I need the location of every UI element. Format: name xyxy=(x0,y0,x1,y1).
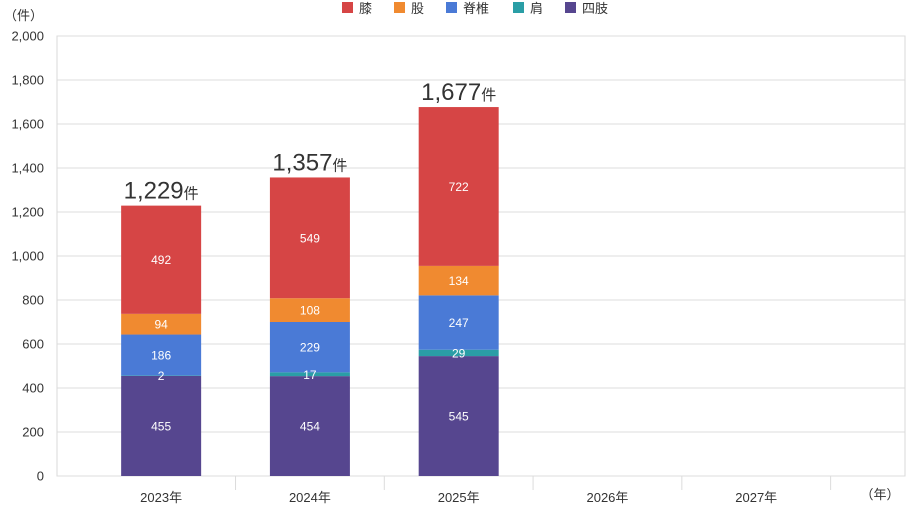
data-label: 2 xyxy=(158,369,165,383)
x-tick-label: 2025年 xyxy=(438,490,480,505)
data-label: 455 xyxy=(151,419,171,433)
axes: 0 200 400 600 800 1,000 1,200 1,400 1,600 1,800 2,… xyxy=(4,8,900,505)
total-unit: 件 xyxy=(332,156,347,174)
data-labels: 4552186944921,229件454172291085491,357件54… xyxy=(124,79,497,434)
bar-segment xyxy=(418,349,499,357)
bar-segment xyxy=(418,265,499,296)
legend-label: 四肢 xyxy=(582,1,608,17)
y-axis-unit: （件） xyxy=(4,8,43,23)
data-label: 492 xyxy=(151,253,171,267)
data-label: 186 xyxy=(151,349,171,363)
bar-segment xyxy=(121,334,202,376)
total-label: 1,229件 xyxy=(124,178,199,205)
legend-swatch xyxy=(513,2,524,13)
y-tick-label: 1,000 xyxy=(11,249,44,264)
bar-segment xyxy=(269,322,350,373)
y-tick-label: 1,400 xyxy=(11,161,44,176)
x-tick-label: 2026年 xyxy=(586,490,628,505)
y-tick-label: 0 xyxy=(37,469,44,484)
x-tick-label: 2023年 xyxy=(140,490,182,505)
y-tick-label: 1,200 xyxy=(11,205,44,220)
y-tick-label: 400 xyxy=(22,381,44,396)
bar-segment xyxy=(418,356,499,476)
legend-swatch xyxy=(446,2,457,13)
bar-segment xyxy=(121,205,202,314)
bar-segment xyxy=(269,376,350,476)
total-value: 1,229 xyxy=(124,178,184,205)
y-tick-label: 1,600 xyxy=(11,117,44,132)
data-label: 454 xyxy=(300,420,320,434)
y-tick-label: 2,000 xyxy=(11,29,44,44)
data-label: 94 xyxy=(154,318,168,332)
total-value: 1,357 xyxy=(272,149,332,176)
data-label: 29 xyxy=(452,346,466,360)
data-label: 134 xyxy=(449,274,469,288)
bar-segment xyxy=(269,177,350,299)
bars xyxy=(121,107,499,476)
total-value: 1,677 xyxy=(421,79,481,106)
data-label: 17 xyxy=(303,368,317,382)
data-label: 549 xyxy=(300,231,320,245)
bar-segment xyxy=(269,372,350,377)
legend-label: 肩 xyxy=(530,1,543,17)
data-label: 108 xyxy=(300,304,320,318)
total-label: 1,357件 xyxy=(272,149,347,176)
legend-label: 膝 xyxy=(359,2,372,17)
legend: 膝 股 脊椎 肩 四肢 xyxy=(342,1,608,17)
x-tick-label: 2024年 xyxy=(289,490,331,505)
y-tick-label: 600 xyxy=(22,337,44,352)
x-tick-label: 2027年 xyxy=(735,490,777,505)
bar-segment xyxy=(121,313,202,335)
legend-swatch xyxy=(565,2,576,13)
legend-label: 股 xyxy=(411,2,424,17)
total-unit: 件 xyxy=(184,185,199,203)
data-label: 545 xyxy=(449,410,469,424)
data-label: 229 xyxy=(300,341,320,355)
bar-segment xyxy=(418,295,499,350)
data-label: 247 xyxy=(449,316,469,330)
x-axis-unit: （年） xyxy=(860,487,899,502)
data-label: 722 xyxy=(449,180,469,194)
y-tick-label: 800 xyxy=(22,293,44,308)
y-tick-label: 1,800 xyxy=(11,73,44,88)
bar-segment xyxy=(418,107,499,266)
total-label: 1,677件 xyxy=(421,79,496,106)
y-tick-label: 200 xyxy=(22,425,44,440)
legend-swatch xyxy=(342,2,353,13)
legend-label: 脊椎 xyxy=(463,2,489,17)
legend-swatch xyxy=(394,2,405,13)
bar-segment xyxy=(121,375,202,476)
total-unit: 件 xyxy=(481,86,496,104)
bar-segment xyxy=(269,298,350,322)
